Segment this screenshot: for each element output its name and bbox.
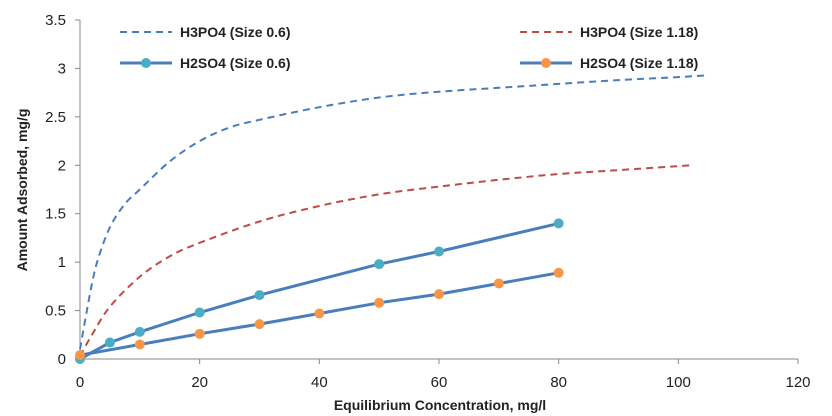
legend-label: H3PO4 (Size 1.18) <box>580 24 698 40</box>
y-tick-label: 3.5 <box>45 12 66 29</box>
y-tick-label: 2 <box>58 157 66 174</box>
data-point <box>194 328 205 339</box>
x-tick-label: 60 <box>431 374 448 391</box>
legend-item: H2SO4 (Size 1.18) <box>520 55 698 71</box>
y-tick-label: 1.5 <box>45 206 66 223</box>
legend-label: H3PO4 (Size 0.6) <box>180 24 291 40</box>
series-line <box>79 221 560 361</box>
data-point <box>75 350 85 361</box>
x-tick-label: 120 <box>785 374 810 391</box>
y-axis-label: Amount Adsorbed, mg/g <box>14 109 30 272</box>
data-point <box>134 339 145 350</box>
y-tick-label: 3 <box>58 60 66 77</box>
data-point <box>134 326 145 337</box>
data-point <box>104 337 115 348</box>
legend: H3PO4 (Size 0.6) H3PO4 (Size 1.18) H2SO4 (… <box>120 24 698 71</box>
data-point <box>254 319 265 330</box>
x-ticks: 0 20 40 60 80 100 120 <box>76 359 811 391</box>
data-point <box>553 267 564 278</box>
y-tick-label: 0.5 <box>45 303 66 320</box>
legend-marker <box>541 58 551 68</box>
data-point <box>434 246 444 257</box>
x-tick-label: 80 <box>550 374 567 391</box>
legend-item: H2SO4 (Size 0.6) <box>120 55 291 71</box>
data-point <box>314 308 325 319</box>
data-point <box>254 290 265 301</box>
data-point <box>493 278 504 289</box>
series-4 <box>75 267 564 361</box>
series-line <box>79 164 691 357</box>
series-2 <box>79 164 691 357</box>
y-tick-label: 1 <box>58 254 66 271</box>
data-point <box>374 297 385 308</box>
legend-label: H2SO4 (Size 0.6) <box>180 55 291 71</box>
series-1 <box>79 74 709 350</box>
x-tick-label: 0 <box>76 374 84 391</box>
y-tick-label: 2.5 <box>45 109 66 126</box>
legend-marker <box>141 58 151 68</box>
x-tick-label: 20 <box>191 374 208 391</box>
plot-area <box>75 74 709 364</box>
x-tick-label: 40 <box>311 374 328 391</box>
legend-label: H2SO4 (Size 1.18) <box>580 55 698 71</box>
x-axis-label: Equilibrium Concentration, mg/l <box>334 397 546 413</box>
legend-item: H3PO4 (Size 1.18) <box>520 24 698 40</box>
legend-item: H3PO4 (Size 0.6) <box>120 24 291 40</box>
data-point <box>374 259 385 270</box>
x-tick-label: 100 <box>666 374 691 391</box>
series-line <box>79 74 709 350</box>
data-point <box>553 218 564 229</box>
data-point <box>434 289 444 300</box>
data-point <box>194 307 205 318</box>
y-tick-label: 0 <box>58 351 66 368</box>
